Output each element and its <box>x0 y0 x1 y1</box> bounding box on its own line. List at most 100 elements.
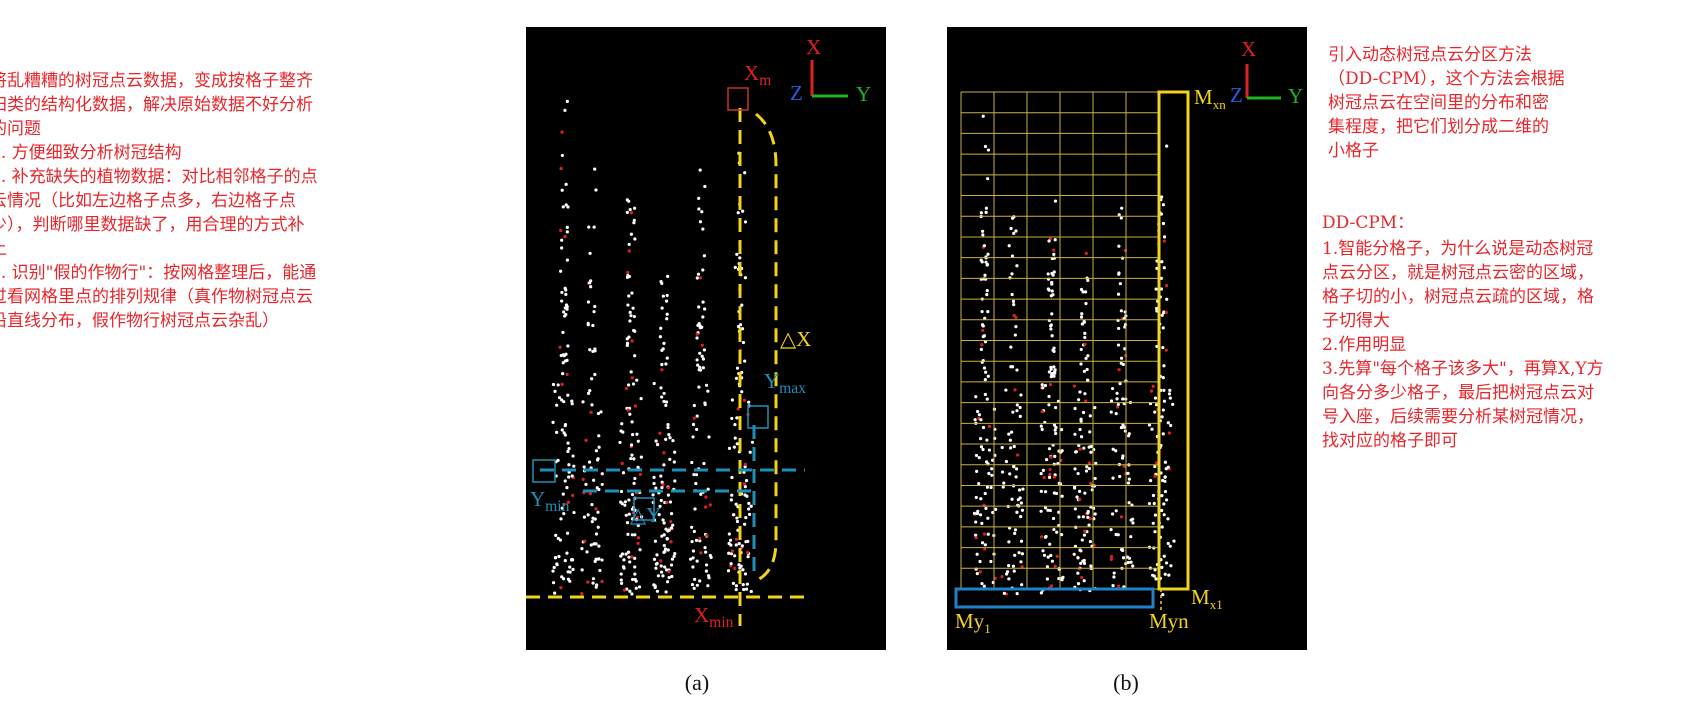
point <box>1012 569 1016 573</box>
point <box>700 325 704 329</box>
point <box>1019 501 1023 505</box>
point <box>587 225 591 229</box>
point <box>633 329 637 333</box>
point <box>587 460 592 464</box>
point <box>736 211 740 215</box>
point <box>1164 283 1169 288</box>
point <box>700 343 704 347</box>
point <box>1162 311 1166 315</box>
point <box>586 513 590 517</box>
point <box>989 485 993 490</box>
point <box>979 497 983 501</box>
point <box>972 511 977 516</box>
point <box>735 442 739 446</box>
point <box>1154 287 1158 291</box>
point <box>667 433 671 437</box>
point <box>584 438 588 442</box>
point <box>1088 481 1093 485</box>
point <box>692 586 696 590</box>
point <box>1111 583 1115 588</box>
point <box>741 209 745 213</box>
point <box>706 487 710 491</box>
point <box>658 431 662 435</box>
point <box>651 493 655 497</box>
point <box>744 587 749 591</box>
point <box>666 486 671 490</box>
marker-box <box>747 405 769 429</box>
point <box>1129 560 1133 564</box>
point <box>698 168 702 172</box>
point <box>566 577 570 581</box>
point <box>738 323 743 327</box>
point <box>627 249 631 253</box>
point <box>1052 423 1057 427</box>
point <box>565 230 569 234</box>
point <box>974 453 979 458</box>
point <box>591 581 595 585</box>
point <box>1109 557 1113 562</box>
point <box>983 316 987 320</box>
point <box>1123 248 1128 253</box>
point <box>1147 501 1152 506</box>
point <box>1150 427 1154 431</box>
point <box>1083 342 1087 347</box>
point <box>986 252 990 256</box>
point <box>698 536 702 541</box>
point <box>980 581 984 586</box>
point <box>1152 501 1156 506</box>
point <box>975 552 979 556</box>
caption: (a) <box>685 670 709 695</box>
point <box>557 396 562 400</box>
point <box>627 498 631 502</box>
point <box>589 543 593 547</box>
point <box>619 500 623 504</box>
point <box>985 262 990 267</box>
point <box>1015 592 1019 596</box>
point <box>1010 272 1014 276</box>
point <box>1060 494 1064 498</box>
point <box>666 274 670 279</box>
point <box>979 437 983 441</box>
point <box>696 363 700 367</box>
point <box>1050 312 1054 316</box>
point <box>1010 497 1014 501</box>
point <box>600 472 604 476</box>
point <box>1043 383 1048 388</box>
point <box>630 376 634 380</box>
point <box>743 359 747 363</box>
point <box>594 188 598 192</box>
point <box>1040 383 1044 387</box>
point <box>629 370 633 374</box>
point <box>736 407 740 411</box>
point <box>628 319 632 323</box>
point <box>622 558 626 562</box>
label-sub: xn <box>1213 97 1227 112</box>
point <box>693 507 697 511</box>
point <box>1119 426 1124 430</box>
point <box>660 306 664 310</box>
point <box>565 485 569 490</box>
point <box>571 454 575 458</box>
point <box>1115 391 1119 395</box>
point <box>668 500 673 504</box>
point <box>1152 574 1156 578</box>
point <box>636 536 641 540</box>
point <box>1161 408 1165 412</box>
note-line: 树冠点云在空间里的分布和密 <box>1328 93 1549 113</box>
point <box>669 526 674 530</box>
point <box>594 585 598 589</box>
point <box>572 510 576 515</box>
note-line: 过看网格里点的排列规律（真作物树冠点云 <box>0 287 313 307</box>
point <box>989 559 993 564</box>
note-line: 点云分区，就是树冠点云密的区域， <box>1322 263 1594 283</box>
point <box>1082 369 1087 373</box>
point <box>1011 410 1015 414</box>
point <box>695 427 699 432</box>
panel-b-overlay <box>954 64 1281 610</box>
point <box>692 416 696 420</box>
point <box>1005 570 1010 574</box>
point <box>655 553 659 557</box>
point <box>1126 560 1130 565</box>
point <box>1109 399 1114 403</box>
point <box>1079 561 1083 565</box>
